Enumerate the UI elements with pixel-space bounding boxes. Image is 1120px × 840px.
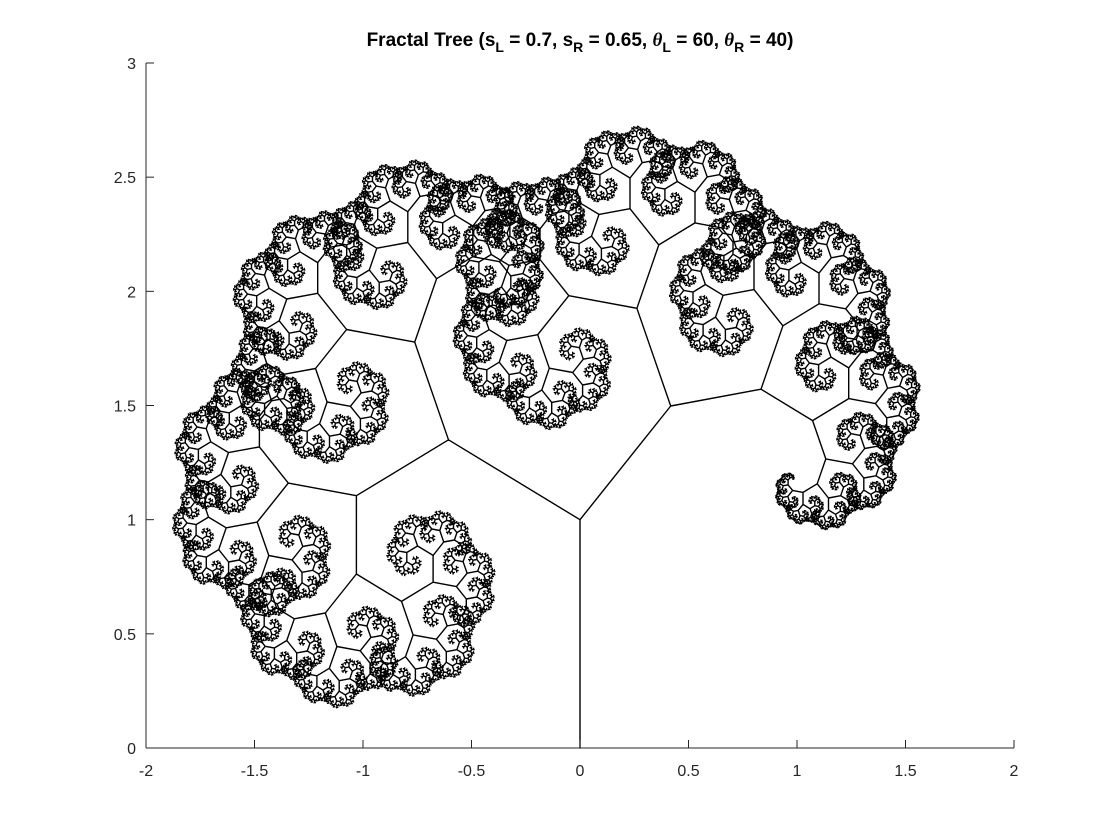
y-tick-label: 1 [127,513,136,530]
plot-area [172,125,921,749]
fractal-tree-line [172,125,921,749]
x-tick-label: 1.5 [894,763,916,780]
y-tick-label: 3 [127,56,136,73]
x-tick-label: 2 [1010,763,1019,780]
x-tick-label: -2 [139,763,153,780]
axes: -2 -1.5 -1 -0.5 0 0.5 1 1.5 2 0 0.5 1 1.5 2 2.5 3 [114,56,1019,780]
x-tick-label: 1 [793,763,802,780]
x-tick-label: 0 [576,763,585,780]
y-tick-label: 1.5 [114,399,136,416]
x-tick-label: -1.5 [241,763,269,780]
chart-title: Fractal Tree (sL = 0.7, sR = 0.65, θL = … [367,30,794,55]
y-tick-label: 2.5 [114,170,136,187]
x-tick-label: -1 [356,763,370,780]
y-tick-label: 2 [127,284,136,301]
x-tick-label: 0.5 [677,763,699,780]
y-tick-label: 0 [127,741,136,758]
x-tick-label: -0.5 [458,763,486,780]
y-tick-label: 0.5 [114,627,136,644]
